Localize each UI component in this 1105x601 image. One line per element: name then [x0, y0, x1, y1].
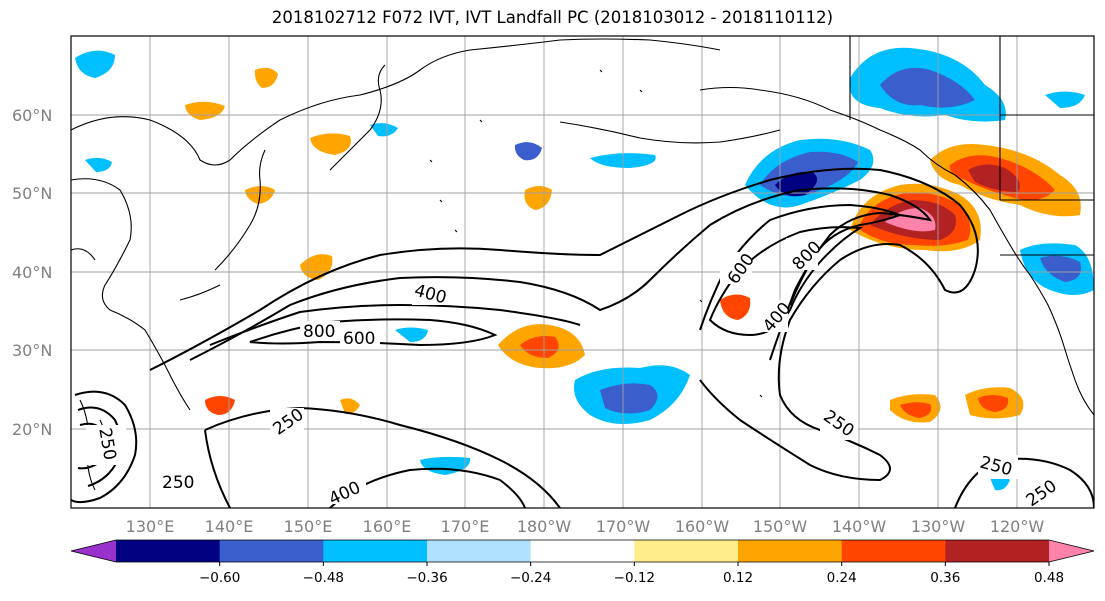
colorbar-tick-label: −0.48 [303, 570, 344, 586]
colorbar-extend-high [1049, 540, 1094, 562]
map-title: 2018102712 F072 IVT, IVT Landfall PC (20… [271, 8, 834, 27]
shade-neg-3 [514, 142, 542, 161]
colorbar-tick-label: 0.48 [1034, 570, 1064, 586]
lat-label: 30°N [12, 341, 52, 360]
lon-label: 150°W [753, 517, 808, 536]
shade-blob-1r [520, 336, 559, 358]
shade-blob-4 [720, 294, 751, 320]
shade-alaska-darkblue [880, 67, 975, 108]
lon-label: 140°W [832, 517, 887, 536]
shade-neg-4 [395, 327, 428, 342]
shade-blob-2r [900, 402, 932, 418]
lat-label: 20°N [12, 420, 52, 439]
shade-neg-8 [370, 123, 398, 137]
shade-bc-darkred [968, 164, 1020, 192]
contour-label: 800 [303, 322, 335, 342]
contour-250-se [954, 457, 1094, 508]
contour-label: 250 [162, 473, 194, 493]
coast-aleutians [559, 121, 781, 144]
colorbar-tick-label: −0.60 [199, 570, 240, 586]
map-frame [70, 35, 1095, 509]
lon-label: 120°W [990, 517, 1045, 536]
colorbar-tick-label: −0.12 [614, 570, 655, 586]
coast-japan [179, 149, 266, 301]
colorbar-extend-low [71, 540, 116, 562]
shade-blob-7 [205, 396, 235, 415]
colorbar-swatch [634, 540, 739, 562]
colorbar-swatch [323, 540, 428, 562]
lon-label: 180°W [517, 517, 572, 536]
lon-label: 150°E [284, 517, 333, 536]
colorbar-swatch [738, 540, 843, 562]
contour-labels: 800 600 400 600 800 400 250 250 250 400 … [86, 237, 1062, 508]
coast-asia [71, 38, 721, 411]
ivt-landfall-pc-shading [75, 47, 1094, 491]
latitude-labels: 60°N 50°N 40°N 30°N 20°N [12, 106, 52, 439]
colorbar-tick-label: 0.12 [723, 570, 753, 586]
colorbar-outline [70, 539, 1095, 563]
lon-label: 140°E [205, 517, 254, 536]
colorbar-tick-label: 0.36 [930, 570, 960, 586]
colorbar-swatch [945, 540, 1050, 562]
shade-blob-3r [978, 395, 1009, 412]
coast-kamchatka [329, 64, 386, 171]
coast-alaska [699, 36, 1094, 416]
shade-blob-11 [254, 67, 278, 88]
lon-label: 160°W [675, 517, 730, 536]
lat-label: 50°N [12, 184, 52, 203]
shade-uswest-midblue [1040, 255, 1081, 282]
shade-blob-5 [310, 133, 351, 155]
graticule [71, 36, 1094, 508]
shade-blob-12 [340, 398, 360, 415]
lon-label: 130°W [911, 517, 966, 536]
lon-label: 170°W [596, 517, 651, 536]
colorbar-tick-label: 0.24 [827, 570, 857, 586]
colorbar-swatch [841, 540, 946, 562]
shade-blob-6 [524, 186, 552, 210]
contour-label: 600 [343, 329, 375, 349]
coastlines [71, 36, 1094, 491]
lon-label: 160°E [363, 517, 412, 536]
colorbar-swatch [427, 540, 532, 562]
colorbar-tick-label: −0.36 [406, 570, 447, 586]
contour-250-main [149, 167, 979, 482]
coast-dots [429, 69, 763, 398]
colorbar: −0.60 −0.48 −0.36 −0.24 −0.12 0.12 0.24 0.36 0.4… [70, 539, 1095, 586]
colorbar-swatch [116, 540, 221, 562]
colorbar-swatch [530, 540, 635, 562]
colorbar-swatch [219, 540, 324, 562]
longitude-labels: 130°E 140°E 150°E 160°E 170°E 180°W 170°… [126, 517, 1045, 536]
lon-label: 170°E [441, 517, 490, 536]
shade-neg-6 [85, 157, 112, 172]
colorbar-tick-label: −0.24 [510, 570, 551, 586]
shade-neg-1 [75, 50, 115, 78]
lon-label: 130°E [126, 517, 175, 536]
lat-label: 40°N [12, 263, 52, 282]
shade-neg-7 [1045, 91, 1085, 108]
lat-label: 60°N [12, 106, 52, 125]
shade-subtrop-midblue [600, 383, 658, 414]
